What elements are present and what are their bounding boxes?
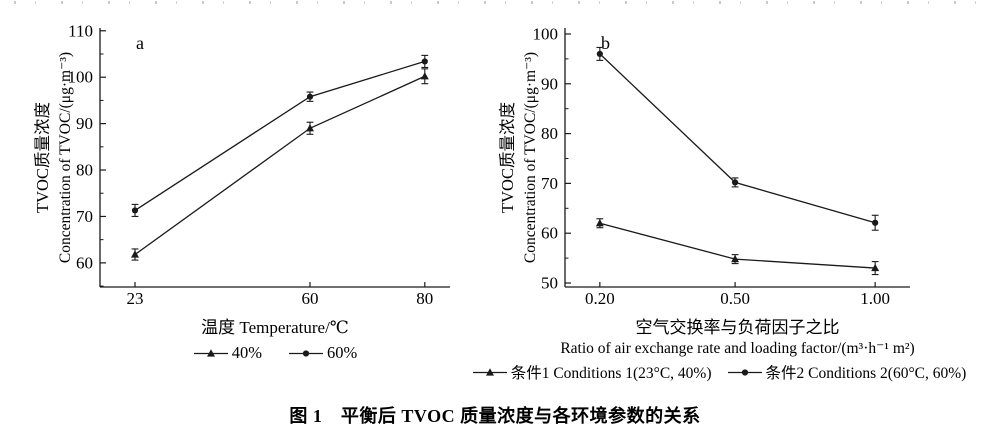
y-tick-label: 70 [76, 207, 93, 226]
legend-circle-icon [289, 350, 323, 357]
legend-entry: 40% [193, 343, 262, 363]
x-tick-label: 0.50 [720, 289, 750, 308]
data-point-triangle [871, 263, 880, 272]
series-line [134, 60, 425, 211]
x-tick-label: 23 [127, 289, 144, 308]
panel-label: a [136, 33, 144, 53]
cropped-text-remnants [14, 1, 976, 4]
chart-a-temperature: 60 70 80 90 100 110 23 60 80 a 温度 Temperature/℃ TVO… [33, 21, 450, 337]
y-tick-label: 60 [541, 224, 558, 243]
y-tick-label: 110 [68, 21, 93, 40]
data-point-triangle [595, 219, 604, 227]
y-tick-label: 50 [541, 274, 558, 293]
y-tick-label: 100 [68, 68, 94, 87]
y-tick-label: 70 [541, 174, 558, 193]
legend-triangle-icon [193, 349, 228, 357]
legend-label: 条件2 Conditions 2(60°C, 60%) [765, 365, 967, 382]
legend-entry: 60% [288, 343, 357, 363]
x-tick-label: 80 [416, 289, 433, 308]
data-point-triangle [306, 124, 314, 132]
legend-chart-a: 40% 60% [100, 343, 450, 363]
y-axis-title: TVOC质量浓度 [33, 102, 52, 213]
legend-chart-b: 条件1 Conditions 1(23°C, 40%) 条件2 Condition… [448, 361, 990, 383]
chart-b-air-exchange-ratio: 50 60 70 80 90 100 0.20 0.50 1.00 b 空气交换率与负荷因子之比 Ra… [498, 24, 915, 357]
y-tick-label: 60 [76, 253, 93, 272]
x-axis-title: 空气交换率与负荷因子之比 [636, 318, 840, 337]
legend-entry: 条件2 Conditions 2(60°C, 60%) [727, 361, 967, 383]
y-tick-label: 100 [533, 24, 559, 43]
legend-marker [206, 349, 215, 357]
data-point-triangle [131, 250, 139, 258]
legend-triangle-icon [472, 368, 507, 376]
y-axis-title: Concentration of TVOC/(μg·m⁻³) [57, 52, 74, 263]
legend-marker [485, 368, 494, 376]
data-point-circle [306, 93, 314, 100]
data-point-circle [872, 219, 879, 226]
legend-marker [302, 350, 310, 357]
x-tick-label: 0.20 [585, 289, 615, 308]
legend-entry: 条件1 Conditions 1(23°C, 40%) [472, 361, 712, 383]
legend-marker [741, 369, 748, 376]
y-tick-label: 80 [76, 161, 93, 180]
x-tick-label: 60 [302, 289, 319, 308]
series-line [134, 75, 426, 256]
legend-label: 40% [231, 343, 262, 362]
legend-label: 60% [327, 343, 358, 362]
y-axis-title: Concentration of TVOC/(μg·m⁻³) [522, 52, 539, 263]
x-axis-title: 温度 Temperature/℃ [201, 318, 349, 337]
y-tick-label: 80 [541, 124, 558, 143]
legend-circle-icon [727, 369, 762, 376]
data-point-triangle [420, 72, 429, 80]
data-point-circle [596, 50, 603, 58]
y-tick-label: 90 [76, 114, 93, 133]
data-point-circle [421, 58, 428, 65]
x-axis-title: Ratio of air exchange rate and loading f… [560, 340, 914, 357]
data-point-triangle [731, 254, 740, 263]
series-line [599, 53, 876, 224]
x-tick-label: 1.00 [860, 289, 890, 308]
panel-label: b [601, 33, 610, 53]
y-tick-label: 90 [541, 74, 558, 93]
data-point-circle [131, 207, 139, 214]
data-point-circle [731, 179, 739, 186]
legend-label: 条件1 Conditions 1(23°C, 40%) [510, 365, 712, 382]
figure-caption: 图 1 平衡后 TVOC 质量浓度与各环境参数的关系 [289, 406, 701, 426]
y-axis-title: TVOC质量浓度 [498, 102, 517, 213]
